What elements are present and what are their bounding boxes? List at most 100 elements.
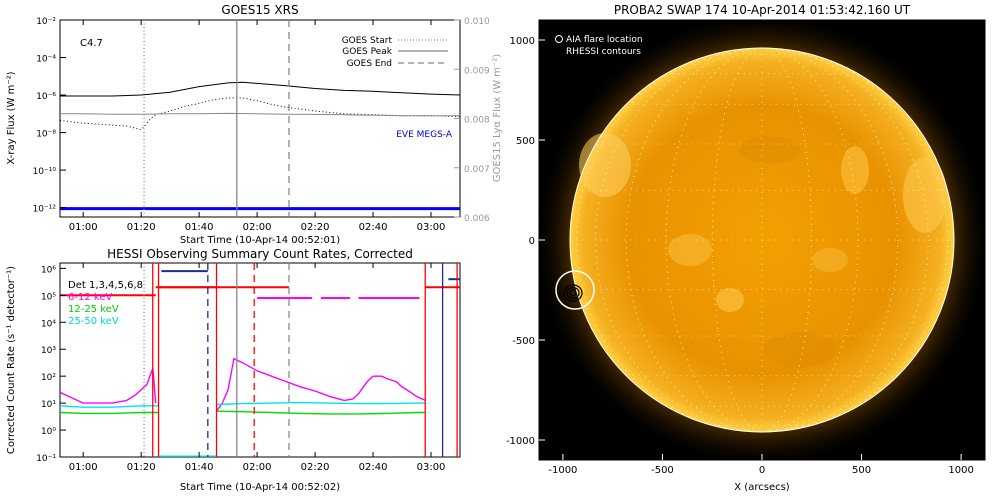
swap-xtick-label: 0	[759, 465, 765, 476]
swap-xlabel: X (arcsecs)	[734, 482, 790, 493]
goes-panel: GOES15 XRS 01:00 01:20 01:40 02:00 02:20 02:4…	[6, 3, 503, 246]
goes-y2tick-label: 0.006	[464, 214, 490, 224]
goes-y2tick-label: 0.008	[464, 116, 490, 126]
hessi-legend-6-12: 6-12 keV	[68, 292, 112, 303]
goes-legend-end: GOES End	[347, 59, 392, 69]
goes-eve-annotation: EVE MEGS-A	[396, 130, 453, 140]
hessi-ytick-label: 10²	[41, 373, 56, 383]
goes-title: GOES15 XRS	[221, 3, 298, 17]
hessi-series-2	[60, 411, 159, 415]
sun-grid-longitude	[576, 47, 948, 433]
hessi-xtick-label: 02:20	[301, 462, 330, 473]
goes-ylabel-right: GOES15 Lyα Flux (W m⁻²)	[492, 54, 503, 182]
hessi-ylabel: Corrected Count Rate (s⁻¹ detector⁻¹)	[6, 266, 17, 454]
goes-y2tick-label: 0.009	[464, 66, 490, 76]
swap-y-axis: 1000 500 0 -500 -1000	[506, 36, 545, 447]
hessi-legend-25-50: 25-50 keV	[68, 316, 119, 327]
goes-ytick-label: 10⁻¹⁰	[33, 167, 57, 177]
goes-xtick-label: 03:00	[417, 222, 446, 233]
goes-vlines-group	[143, 20, 290, 217]
hessi-ytick-label: 10³	[41, 346, 56, 356]
goes-ytick-label: 10⁻¹²	[33, 205, 57, 215]
goes-xlabel: Start Time (10-Apr-14 00:52:01)	[180, 235, 340, 246]
hessi-x-axis: 01:00 01:20 01:40 02:00 02:20 02:40 03:00	[69, 263, 446, 473]
hessi-panel: HESSI Observing Summary Count Rates, Cor…	[6, 247, 461, 493]
swap-ytick-label: -1000	[506, 436, 535, 447]
swap-xtick-label: 1000	[948, 465, 973, 476]
goes-plot-frame	[59, 19, 461, 218]
aia-flare-location-marker	[555, 270, 595, 310]
sun-grid-longitude	[625, 47, 899, 433]
swap-legend-aia: AIA flare location	[566, 35, 643, 45]
hessi-series-0	[60, 367, 157, 404]
sun-grid-longitude	[665, 47, 859, 433]
sun-limb	[569, 47, 955, 433]
swap-ytick-label: 0	[529, 236, 535, 247]
goes-xtick-label: 01:40	[185, 222, 214, 233]
hessi-legend: Det 1,3,4,5,6,8 6-12 keV 12-25 keV 25-50…	[68, 280, 143, 327]
goes-ytick-label: 10⁻²	[36, 17, 56, 27]
goes-x-axis: 01:00 01:20 01:40 02:00 02:20 02:40 03:00	[69, 20, 446, 233]
swap-legend-rhessi-marker	[554, 46, 564, 56]
swap-xtick-label: -500	[651, 465, 674, 476]
goes-y2tick-label: 0.007	[464, 165, 490, 175]
hessi-series-1	[215, 357, 426, 412]
goes-ylabel: X-ray Flux (W m⁻²)	[6, 71, 17, 164]
hessi-xtick-label: 01:40	[185, 462, 214, 473]
sun-grid-longitude	[595, 47, 929, 433]
hessi-ytick-label: 10⁵	[41, 292, 56, 302]
hessi-series-5	[216, 401, 426, 406]
goes-xtick-label: 01:20	[127, 222, 156, 233]
sun-lat-lon-grid	[570, 47, 954, 433]
hessi-ytick-label: 10⁻¹	[36, 454, 56, 464]
goes-y-axis: 10⁻² 10⁻⁴ 10⁻⁶ 10⁻⁸ 10⁻¹⁰ 10⁻¹²	[33, 17, 66, 215]
swap-legend-aia-marker	[555, 35, 563, 43]
hessi-ytick-label: 10⁴	[41, 319, 56, 329]
swap-legend-rhessi: RHESSI contours	[566, 47, 641, 57]
hessi-series-3	[216, 410, 426, 415]
hessi-xtick-label: 02:40	[359, 462, 388, 473]
goes-xtick-label: 01:00	[69, 222, 98, 233]
goes-ytick-label: 10⁻⁴	[36, 55, 56, 65]
hessi-ytick-label: 10⁰	[41, 427, 56, 437]
goes-series-group	[60, 81, 460, 211]
hessi-ytick-label: 10¹	[41, 400, 56, 410]
hessi-vlines-group	[143, 263, 458, 457]
goes-legend-peak: GOES Peak	[342, 47, 392, 57]
hessi-legend-det: Det 1,3,4,5,6,8	[68, 280, 143, 291]
goes-series-2	[60, 112, 460, 117]
swap-title: PROBA2 SWAP 174 10-Apr-2014 01:53:42.160…	[614, 3, 911, 17]
hessi-plot-frame	[59, 262, 461, 458]
hessi-y-axis: 10⁶ 10⁵ 10⁴ 10³ 10² 10¹ 10⁰ 10⁻¹	[36, 265, 66, 464]
goes-flare-class: C4.7	[80, 38, 103, 49]
hessi-xtick-label: 01:00	[69, 462, 98, 473]
goes-xtick-label: 02:00	[243, 222, 272, 233]
goes-y2-axis: 0.010 0.009 0.008 0.007 0.006	[454, 17, 490, 224]
hessi-xtick-label: 02:00	[243, 462, 272, 473]
goes-y2tick-label: 0.010	[464, 17, 490, 27]
swap-panel: PROBA2 SWAP 174 10-Apr-2014 01:53:42.160…	[506, 3, 986, 493]
hessi-legend-12-25: 12-25 keV	[68, 304, 119, 315]
goes-xtick-label: 02:20	[301, 222, 330, 233]
swap-xtick-label: 500	[852, 465, 871, 476]
goes-ytick-label: 10⁻⁶	[36, 92, 56, 102]
swap-ytick-label: 1000	[510, 36, 535, 47]
goes-series-0	[60, 81, 460, 97]
hessi-title: HESSI Observing Summary Count Rates, Cor…	[107, 247, 413, 261]
swap-ytick-label: -500	[512, 336, 535, 347]
swap-image	[539, 20, 985, 460]
goes-xtick-label: 02:40	[359, 222, 388, 233]
hessi-ytick-label: 10⁶	[41, 265, 56, 275]
goes-legend-start: GOES Start	[342, 36, 393, 46]
hessi-xlabel: Start Time (10-Apr-14 00:52:02)	[180, 482, 340, 493]
rhessi-contours	[563, 284, 583, 302]
swap-xtick-label: -1000	[548, 465, 577, 476]
hessi-xtick-label: 01:20	[127, 462, 156, 473]
hessi-series-group	[60, 270, 460, 457]
swap-ytick-label: 500	[516, 136, 535, 147]
swap-legend: AIA flare location RHESSI contours	[554, 35, 643, 57]
goes-ytick-label: 10⁻⁸	[36, 130, 56, 140]
hessi-xtick-label: 03:00	[417, 462, 446, 473]
hessi-series-4	[60, 405, 159, 408]
